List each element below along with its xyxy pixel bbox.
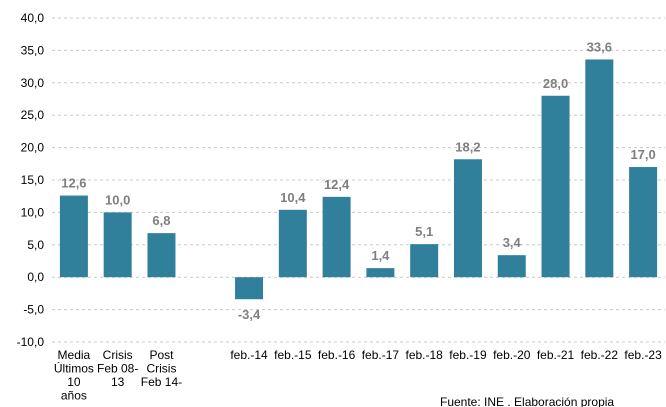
y-tick-label: 20,0 bbox=[21, 141, 45, 155]
y-tick-label: 25,0 bbox=[21, 108, 45, 122]
value-label: 10,0 bbox=[105, 192, 130, 207]
x-tick-line: feb.-14 bbox=[230, 348, 268, 362]
x-tick-line: feb.-21 bbox=[537, 348, 575, 362]
x-tick-label: feb.-21 bbox=[537, 348, 575, 362]
bar bbox=[585, 59, 614, 278]
x-tick-label: Post Crisis Feb 14- bbox=[141, 348, 182, 389]
value-label: 5,1 bbox=[415, 224, 433, 239]
x-tick-label: feb.-20 bbox=[493, 348, 531, 362]
x-tick-line: feb.-16 bbox=[318, 348, 356, 362]
x-tick-label: feb.-15 bbox=[274, 348, 312, 362]
y-tick-label: 5,0 bbox=[27, 238, 44, 252]
x-tick-line: feb.-23 bbox=[624, 348, 662, 362]
x-tick-line: Media bbox=[58, 348, 91, 362]
x-tick-label: feb.-22 bbox=[581, 348, 619, 362]
value-label: 3,4 bbox=[503, 235, 522, 250]
x-tick-label: feb.-17 bbox=[362, 348, 400, 362]
x-tick-line: 10 bbox=[67, 375, 81, 389]
value-label: 10,4 bbox=[280, 190, 306, 205]
x-tick-line: feb.-19 bbox=[449, 348, 487, 362]
y-tick-label: 0,0 bbox=[27, 270, 44, 284]
y-tick-label: 15,0 bbox=[21, 173, 45, 187]
bar bbox=[147, 233, 176, 278]
bar bbox=[322, 196, 351, 278]
x-tick-label: feb.-18 bbox=[405, 348, 443, 362]
value-label: 12,6 bbox=[61, 176, 86, 191]
x-tick-line: feb.-18 bbox=[405, 348, 443, 362]
value-label: 12,4 bbox=[324, 177, 350, 192]
x-tick-line: Crisis bbox=[103, 348, 133, 362]
x-tick-line: Crisis bbox=[146, 362, 176, 376]
y-tick-label: 10,0 bbox=[21, 205, 45, 219]
bar bbox=[410, 244, 439, 278]
bar bbox=[103, 212, 132, 278]
x-tick-label: feb.-23 bbox=[624, 348, 662, 362]
x-tick-line: feb.-22 bbox=[581, 348, 619, 362]
value-label: 1,4 bbox=[371, 248, 390, 263]
x-tick-line: Feb 08- bbox=[97, 362, 138, 376]
x-tick-line: 13 bbox=[111, 375, 125, 389]
x-tick-label: feb.-16 bbox=[318, 348, 356, 362]
x-tick-line: Últimos bbox=[54, 361, 94, 376]
x-tick-line: feb.-17 bbox=[362, 348, 400, 362]
bar bbox=[366, 268, 395, 278]
x-tick-line: feb.-20 bbox=[493, 348, 531, 362]
value-label: 6,8 bbox=[152, 213, 170, 228]
value-label: -3,4 bbox=[238, 307, 261, 322]
bar bbox=[629, 167, 658, 278]
x-tick-line: años bbox=[61, 389, 87, 403]
value-label: 18,2 bbox=[455, 139, 480, 154]
x-tick-label: Media Últimos 10 años bbox=[54, 348, 94, 403]
x-tick-label: feb.-14 bbox=[230, 348, 268, 362]
y-tick-label: 30,0 bbox=[21, 76, 45, 90]
x-tick-label: Crisis Feb 08-13 bbox=[97, 348, 138, 389]
x-tick-line: Post bbox=[149, 348, 174, 362]
x-tick-line: feb.-15 bbox=[274, 348, 312, 362]
bar bbox=[59, 195, 88, 278]
source-note: Fuente: INE . Elaboración propia bbox=[440, 395, 614, 407]
value-label: 33,6 bbox=[587, 39, 612, 54]
y-tick-label: -10,0 bbox=[17, 335, 45, 349]
value-label: 28,0 bbox=[543, 76, 568, 91]
bar bbox=[453, 159, 482, 278]
x-tick-line: Feb 14- bbox=[141, 375, 182, 389]
x-tick-label: feb.-19 bbox=[449, 348, 487, 362]
bar bbox=[497, 255, 526, 278]
bar bbox=[235, 277, 264, 300]
y-tick-label: 35,0 bbox=[21, 43, 45, 57]
bar bbox=[541, 95, 570, 278]
value-label: 17,0 bbox=[630, 147, 655, 162]
y-tick-label: 40,0 bbox=[21, 11, 45, 25]
y-tick-label: -5,0 bbox=[23, 303, 44, 317]
bar bbox=[278, 209, 307, 278]
